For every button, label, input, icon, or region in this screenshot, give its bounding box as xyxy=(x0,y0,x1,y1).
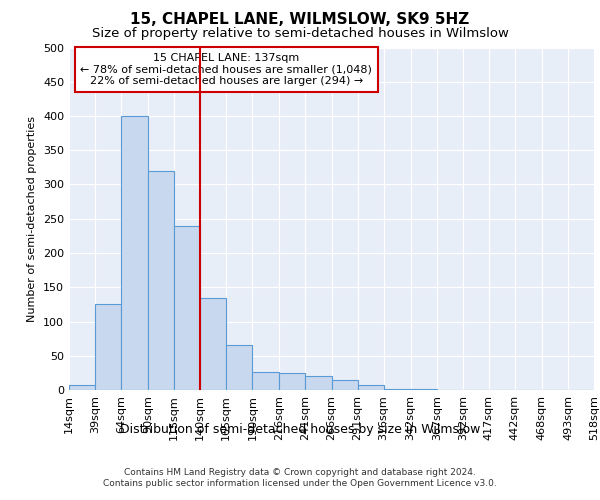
Bar xyxy=(226,346,253,390)
Bar xyxy=(69,384,95,390)
Bar xyxy=(121,116,148,390)
Bar xyxy=(253,372,280,390)
Bar xyxy=(200,298,226,390)
Bar xyxy=(95,304,121,390)
Bar xyxy=(358,385,383,390)
Y-axis label: Number of semi-detached properties: Number of semi-detached properties xyxy=(28,116,37,322)
Bar xyxy=(280,373,305,390)
Bar xyxy=(331,380,358,390)
Text: Distribution of semi-detached houses by size in Wilmslow: Distribution of semi-detached houses by … xyxy=(120,422,480,436)
Text: 15, CHAPEL LANE, WILMSLOW, SK9 5HZ: 15, CHAPEL LANE, WILMSLOW, SK9 5HZ xyxy=(130,12,470,28)
Bar xyxy=(305,376,331,390)
Text: 15 CHAPEL LANE: 137sqm
← 78% of semi-detached houses are smaller (1,048)
22% of : 15 CHAPEL LANE: 137sqm ← 78% of semi-det… xyxy=(80,53,372,86)
Text: Contains HM Land Registry data © Crown copyright and database right 2024.
Contai: Contains HM Land Registry data © Crown c… xyxy=(103,468,497,487)
Bar xyxy=(383,388,410,390)
Bar xyxy=(174,226,200,390)
Bar xyxy=(148,171,174,390)
Text: Size of property relative to semi-detached houses in Wilmslow: Size of property relative to semi-detach… xyxy=(92,28,508,40)
